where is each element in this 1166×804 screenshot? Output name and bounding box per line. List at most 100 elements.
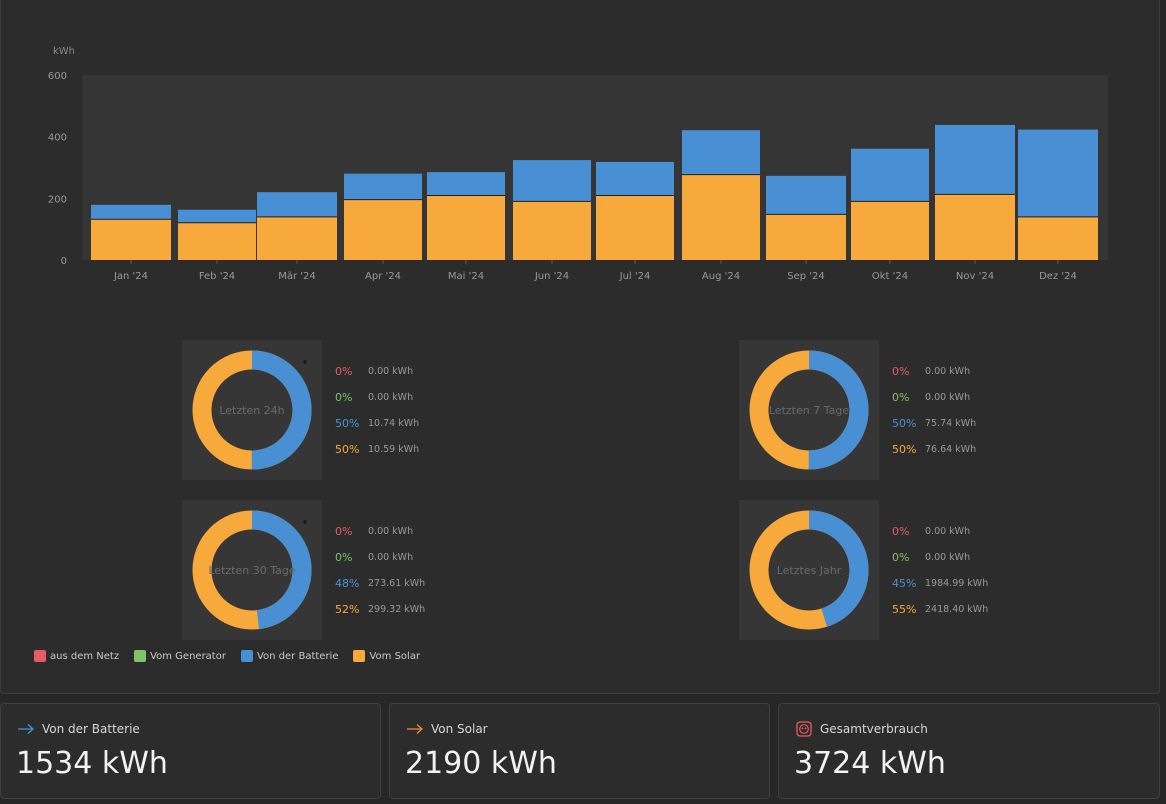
legend-solar[interactable]: Vom Solar — [353, 650, 420, 662]
legend-label: Vom Generator — [150, 650, 226, 662]
legend: aus dem Netz Vom Generator Von der Batteri… — [34, 650, 435, 662]
donut-period-label: Letzten 7 Tage — [768, 403, 850, 417]
legend-label: aus dem Netz — [50, 650, 120, 662]
card-value: 2190 kWh — [405, 746, 557, 781]
stat-value: 0.00 kWh — [368, 551, 414, 563]
donut-7-days[interactable]: Letzten 7 Tage — [739, 340, 879, 480]
bar-battery[interactable] — [344, 173, 422, 200]
bar-battery[interactable] — [257, 192, 337, 217]
y-axis-label: kWh — [53, 46, 75, 57]
donut-battery-segment[interactable] — [749, 510, 869, 630]
stat-percentage: 48% — [335, 576, 360, 590]
stat-value: 0.00 kWh — [925, 391, 971, 403]
stat-row: 0% 0.00 kWh — [335, 389, 413, 405]
stat-row: 55% 2418.40 kWh — [892, 601, 988, 617]
x-tick-label: Mär '24 — [278, 271, 316, 282]
x-tick-label: Feb '24 — [199, 271, 235, 282]
stat-value: 0.00 kWh — [368, 525, 414, 537]
stat-value: 0.00 kWh — [925, 525, 971, 537]
stat-percentage: 50% — [335, 416, 360, 430]
bar-battery[interactable] — [766, 175, 846, 215]
stat-percentage: 0% — [892, 364, 910, 378]
bar-solar[interactable] — [91, 219, 171, 260]
stat-row: 0% 0.00 kWh — [892, 363, 970, 379]
bar-battery[interactable] — [682, 130, 760, 175]
bar-battery[interactable] — [1018, 129, 1098, 217]
bar-battery[interactable] — [513, 160, 591, 202]
bar-battery[interactable] — [851, 148, 929, 202]
stat-row: 50% 10.74 kWh — [335, 415, 419, 431]
bar-solar[interactable] — [513, 201, 591, 260]
donut-battery-segment[interactable] — [749, 350, 869, 470]
donut-year[interactable]: Letztes Jahr — [739, 500, 879, 640]
x-tick-label: Apr '24 — [365, 271, 401, 282]
bar-solar[interactable] — [344, 199, 422, 260]
x-tick-label: Nov '24 — [956, 271, 994, 282]
donut-battery-segment[interactable] — [192, 510, 312, 630]
donut-battery-segment[interactable] — [192, 350, 312, 470]
x-tick-label: Jul '24 — [619, 271, 651, 282]
legend-generator[interactable]: Vom Generator — [134, 650, 226, 662]
legend-battery[interactable]: Von der Batterie — [240, 650, 338, 662]
card-title: Gesamtverbrauch — [820, 722, 928, 736]
bar-battery[interactable] — [596, 161, 674, 196]
energy-panel: kWh 0 200 400 600 Jan '24 Feb '24 Mär '24 Apr … — [0, 0, 1160, 694]
donut-ring — [749, 510, 869, 630]
stat-row: 52% 299.32 kWh — [335, 601, 425, 617]
bar-solar[interactable] — [851, 201, 929, 260]
donut-24h[interactable]: Letzten 24h — [182, 340, 322, 480]
legend-label: Vom Solar — [369, 650, 421, 662]
donut-period-label: Letztes Jahr — [776, 563, 842, 577]
stat-row: 0% 0.00 kWh — [892, 523, 970, 539]
bar-solar[interactable] — [596, 195, 674, 260]
stat-percentage: 0% — [892, 550, 910, 564]
donut-30-days[interactable]: Letzten 30 Tage — [182, 500, 322, 640]
donut-ring — [749, 350, 869, 470]
bar-solar[interactable] — [766, 214, 846, 260]
card-title: Von Solar — [431, 722, 488, 736]
stat-percentage: 0% — [892, 524, 910, 538]
bar-solar[interactable] — [427, 195, 505, 260]
stat-percentage: 50% — [892, 416, 917, 430]
bar-solar[interactable] — [1018, 216, 1098, 260]
stat-percentage: 0% — [335, 524, 353, 538]
bar-battery[interactable] — [178, 209, 256, 223]
stat-percentage: 50% — [892, 442, 917, 456]
bar-battery[interactable] — [935, 124, 1015, 195]
stat-percentage: 45% — [892, 576, 917, 590]
y-tick-label: 0 — [61, 256, 67, 267]
bar-solar[interactable] — [682, 174, 760, 260]
stat-value: 10.59 kWh — [368, 443, 420, 455]
bar-battery[interactable] — [91, 204, 171, 220]
y-tick-label: 600 — [48, 71, 67, 82]
stat-percentage: 0% — [335, 364, 353, 378]
bar-battery[interactable] — [427, 172, 505, 196]
stat-row: 0% 0.00 kWh — [335, 549, 413, 565]
stat-value: 76.64 kWh — [925, 443, 977, 455]
card-value: 1534 kWh — [16, 746, 168, 781]
stat-value: 299.32 kWh — [368, 603, 426, 615]
bar-solar[interactable] — [178, 222, 256, 260]
stat-row: 50% 76.64 kWh — [892, 441, 976, 457]
battery-total-card[interactable]: Von der Batterie 1534 kWh — [0, 703, 381, 799]
x-tick-label: Mai '24 — [448, 271, 484, 282]
bar-solar[interactable] — [935, 194, 1015, 260]
stat-row: 0% 0.00 kWh — [335, 363, 413, 379]
y-tick-label: 400 — [48, 133, 67, 144]
solar-total-card[interactable]: Von Solar 2190 kWh — [389, 703, 770, 799]
stat-row: 45% 1984.99 kWh — [892, 575, 988, 591]
donut-period-label: Letzten 30 Tage — [208, 563, 296, 577]
monthly-bar-chart: kWh 0 200 400 600 Jan '24 Feb '24 Mär '24 Apr … — [48, 46, 1108, 282]
x-tick-label: Dez '24 — [1039, 271, 1077, 282]
legend-swatch — [353, 650, 366, 662]
bar-solar[interactable] — [257, 216, 337, 260]
x-tick-label: Jun '24 — [534, 271, 569, 282]
legend-grid[interactable]: aus dem Netz — [34, 650, 119, 662]
x-tick-label: Okt '24 — [872, 271, 908, 282]
consumption-total-card[interactable]: Gesamtverbrauch 3724 kWh — [778, 703, 1160, 799]
stat-row: 0% 0.00 kWh — [892, 389, 970, 405]
stat-value: 10.74 kWh — [368, 417, 420, 429]
stat-row: 50% 75.74 kWh — [892, 415, 976, 431]
donut-marker-dot — [303, 360, 307, 364]
stat-percentage: 55% — [892, 602, 917, 616]
